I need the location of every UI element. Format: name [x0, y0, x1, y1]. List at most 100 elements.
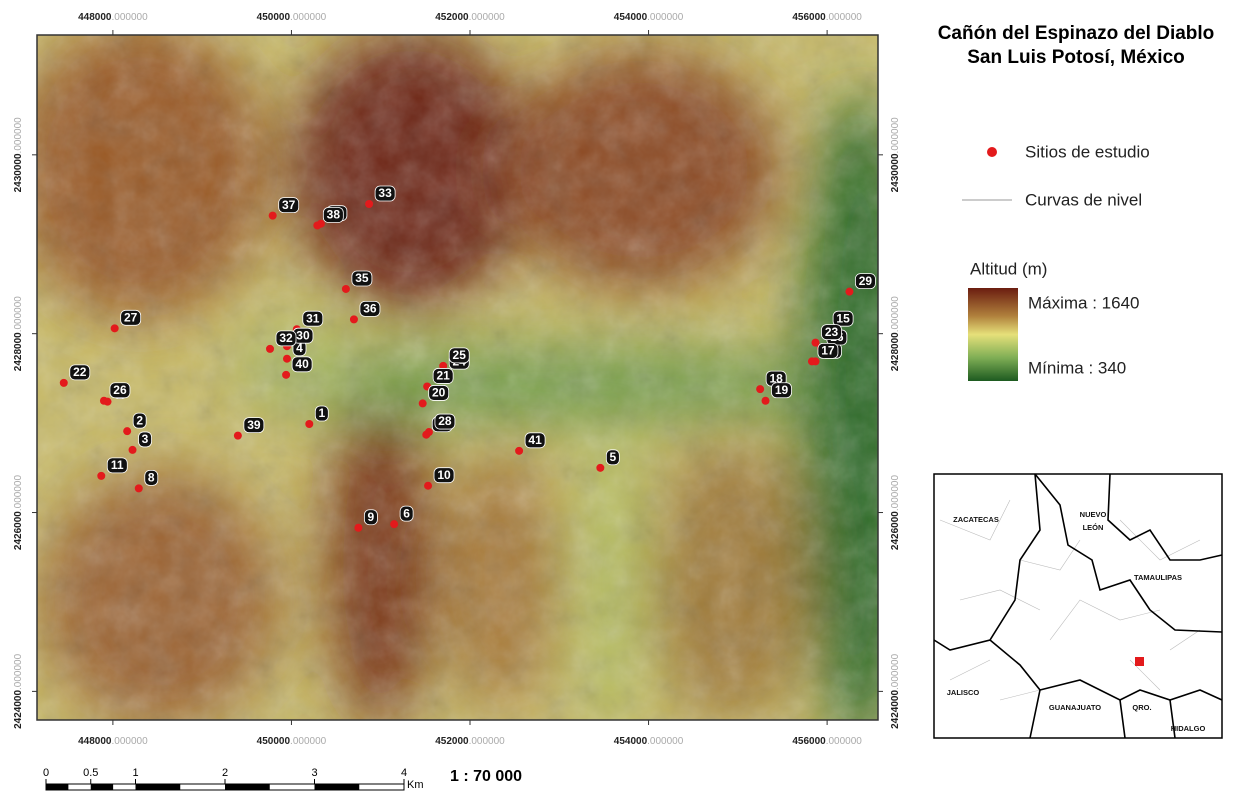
- legend-label: Sitios de estudio: [1025, 142, 1150, 161]
- site-label: 21: [436, 369, 450, 383]
- site-label: 36: [363, 302, 377, 316]
- scale-tick-label: 4: [401, 767, 407, 779]
- coordinate-label: 2428000.000000: [890, 296, 901, 372]
- coordinate-decimals: .000000: [826, 736, 863, 747]
- scale-bar-segment: [46, 784, 68, 790]
- coordinate-value: 2426000: [890, 511, 901, 550]
- legend-altitude-ramp: [968, 288, 1018, 381]
- coordinate-label: 450000.000000: [257, 736, 327, 747]
- coordinate-value: 2424000: [13, 690, 24, 729]
- coordinate-decimals: .000000: [647, 736, 684, 747]
- site-label: 27: [124, 310, 138, 324]
- coordinate-value: 2428000: [890, 332, 901, 371]
- coordinate-value: 450000: [257, 12, 291, 23]
- site-label: 2: [136, 413, 143, 427]
- site-label: 31: [306, 311, 320, 325]
- site-label: 1: [318, 406, 325, 420]
- coordinate-value: 448000: [78, 736, 112, 747]
- scale-bar-segment: [91, 784, 113, 790]
- coordinate-value: 2424000: [890, 690, 901, 729]
- site-label: 26: [113, 383, 127, 397]
- coordinate-decimals: .000000: [13, 117, 24, 154]
- coordinate-value: 454000: [614, 736, 648, 747]
- map-page: 448000.000000448000.000000450000.0000004…: [0, 0, 1238, 797]
- inset-label: GUANAJUATO: [1049, 703, 1101, 712]
- site-point: [812, 339, 820, 347]
- legend-site-symbol: [987, 147, 997, 157]
- coordinate-value: 452000: [435, 12, 469, 23]
- site-point: [313, 221, 321, 229]
- coordinate-decimals: .000000: [111, 12, 148, 23]
- site-label: 20: [432, 386, 446, 400]
- site-label: 19: [775, 383, 789, 397]
- site-label: 25: [453, 348, 467, 362]
- coordinate-decimals: .000000: [890, 296, 901, 333]
- site-point: [266, 345, 274, 353]
- site-point: [808, 357, 816, 365]
- site-point: [354, 524, 362, 532]
- coordinate-decimals: .000000: [469, 12, 506, 23]
- coordinate-label: 2424000.000000: [13, 653, 24, 729]
- site-point: [100, 397, 108, 405]
- site-label: 8: [148, 471, 155, 485]
- scale-unit: Km: [407, 779, 424, 791]
- coordinate-decimals: .000000: [13, 653, 24, 690]
- coordinate-label: 448000.000000: [78, 12, 148, 23]
- coordinate-decimals: .000000: [111, 736, 148, 747]
- coordinate-label: 456000.000000: [792, 12, 862, 23]
- coordinate-decimals: .000000: [890, 475, 901, 512]
- site-label: 22: [73, 365, 87, 379]
- scale-ratio: 1 : 70 000: [450, 768, 522, 785]
- coordinate-label: 2424000.000000: [890, 653, 901, 729]
- scale-tick-label: 0: [43, 767, 49, 779]
- site-point: [596, 464, 604, 472]
- site-point: [342, 285, 350, 293]
- title-line: Cañón del Espinazo del Diablo: [938, 23, 1215, 44]
- legend-title: Altitud (m): [970, 259, 1047, 278]
- site-label: 17: [821, 344, 835, 358]
- coordinate-label: 450000.000000: [257, 12, 327, 23]
- site-point: [756, 385, 764, 393]
- site-point: [60, 379, 68, 387]
- inset-label: QRO.: [1132, 703, 1151, 712]
- coordinate-decimals: .000000: [469, 736, 506, 747]
- coordinate-decimals: .000000: [826, 12, 863, 23]
- site-point: [269, 212, 277, 220]
- site-label: 10: [437, 468, 451, 482]
- coordinate-label: 448000.000000: [78, 736, 148, 747]
- inset-label: ZACATECAS: [953, 515, 999, 524]
- scale-tick-label: 3: [311, 767, 317, 779]
- site-point: [135, 484, 143, 492]
- site-point: [845, 288, 853, 296]
- coordinate-label: 2426000.000000: [13, 475, 24, 551]
- site-label: 5: [610, 450, 617, 464]
- site-label: 33: [378, 186, 392, 200]
- coordinate-label: 456000.000000: [792, 736, 862, 747]
- site-label: 32: [279, 331, 293, 345]
- site-point: [111, 324, 119, 332]
- site-label: 35: [355, 271, 369, 285]
- inset-map: [934, 474, 1222, 738]
- scale-bar-segment: [136, 784, 181, 790]
- coordinate-decimals: .000000: [290, 12, 327, 23]
- site-label: 40: [295, 357, 309, 371]
- site-point: [425, 428, 433, 436]
- coordinate-label: 2430000.000000: [890, 117, 901, 193]
- site-label: 41: [528, 433, 542, 447]
- coordinate-decimals: .000000: [647, 12, 684, 23]
- coordinate-label: 452000.000000: [435, 736, 505, 747]
- site-label: 3: [142, 432, 149, 446]
- site-point: [390, 520, 398, 528]
- scale-bar-segment: [315, 784, 360, 790]
- site-point: [283, 355, 291, 363]
- scale-tick-label: 1: [132, 767, 138, 779]
- inset-label: JALISCO: [947, 688, 980, 697]
- site-label: 28: [438, 414, 452, 428]
- coordinate-decimals: .000000: [13, 475, 24, 512]
- site-point: [305, 420, 313, 428]
- legend-label: Mínima : 340: [1028, 358, 1126, 377]
- coordinate-decimals: .000000: [890, 653, 901, 690]
- coordinate-label: 2428000.000000: [13, 296, 24, 372]
- site-label: 39: [247, 418, 261, 432]
